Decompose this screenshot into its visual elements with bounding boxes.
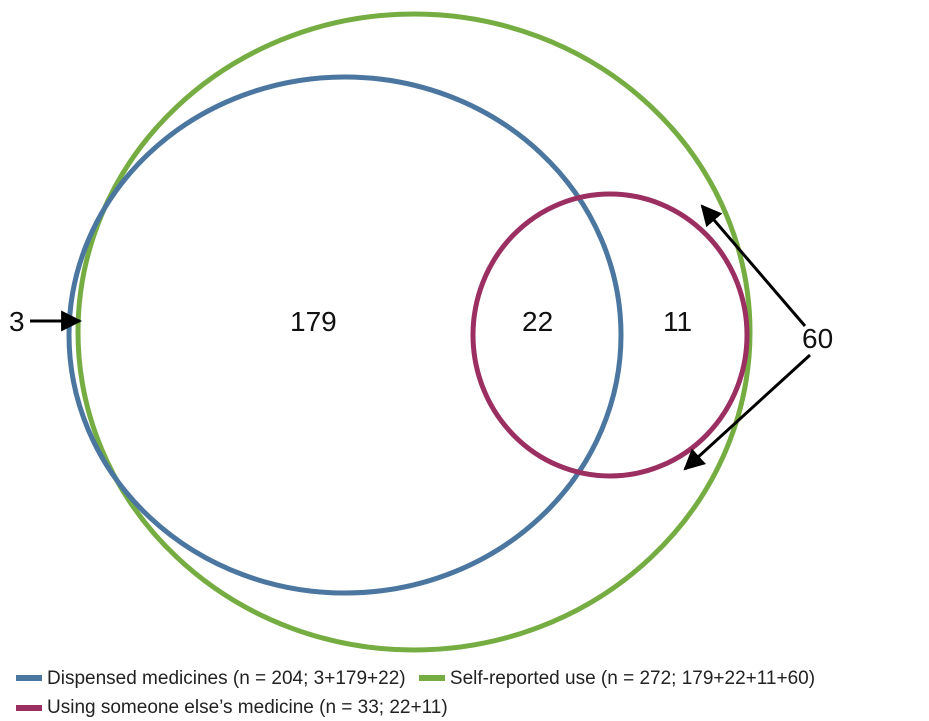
arrow-60-upper <box>702 206 805 326</box>
legend-row-1: Dispensed medicines (n = 204; 3+179+22) … <box>16 662 823 692</box>
legend-text-someone-else: Using someone else’s medicine (n = 33; 2… <box>47 694 448 721</box>
legend-swatch-self-reported <box>419 675 445 681</box>
legend-swatch-someone-else <box>16 705 42 711</box>
legend-text-dispensed: Dispensed medicines (n = 204; 3+179+22) <box>47 665 406 692</box>
someone-else-circle <box>473 194 747 476</box>
legend-item-self-reported: Self-reported use (n = 272; 179+22+11+60… <box>419 665 815 692</box>
label-outside-left: 3 <box>9 306 25 337</box>
legend-swatch-dispensed <box>16 675 42 681</box>
legend: Dispensed medicines (n = 204; 3+179+22) … <box>16 662 823 721</box>
venn-diagram: 3 179 22 11 60 <box>0 0 929 660</box>
legend-row-2: Using someone else’s medicine (n = 33; 2… <box>16 692 823 721</box>
label-dispensed-only: 179 <box>290 306 337 337</box>
self-reported-circle <box>78 14 750 650</box>
legend-item-dispensed: Dispensed medicines (n = 204; 3+179+22) <box>16 665 406 692</box>
label-overlap: 22 <box>522 306 553 337</box>
legend-item-someone-else: Using someone else’s medicine (n = 33; 2… <box>16 694 448 721</box>
label-someone-else-only: 11 <box>663 306 692 337</box>
label-self-reported-only: 60 <box>802 323 833 354</box>
legend-text-self-reported: Self-reported use (n = 272; 179+22+11+60… <box>450 665 815 692</box>
